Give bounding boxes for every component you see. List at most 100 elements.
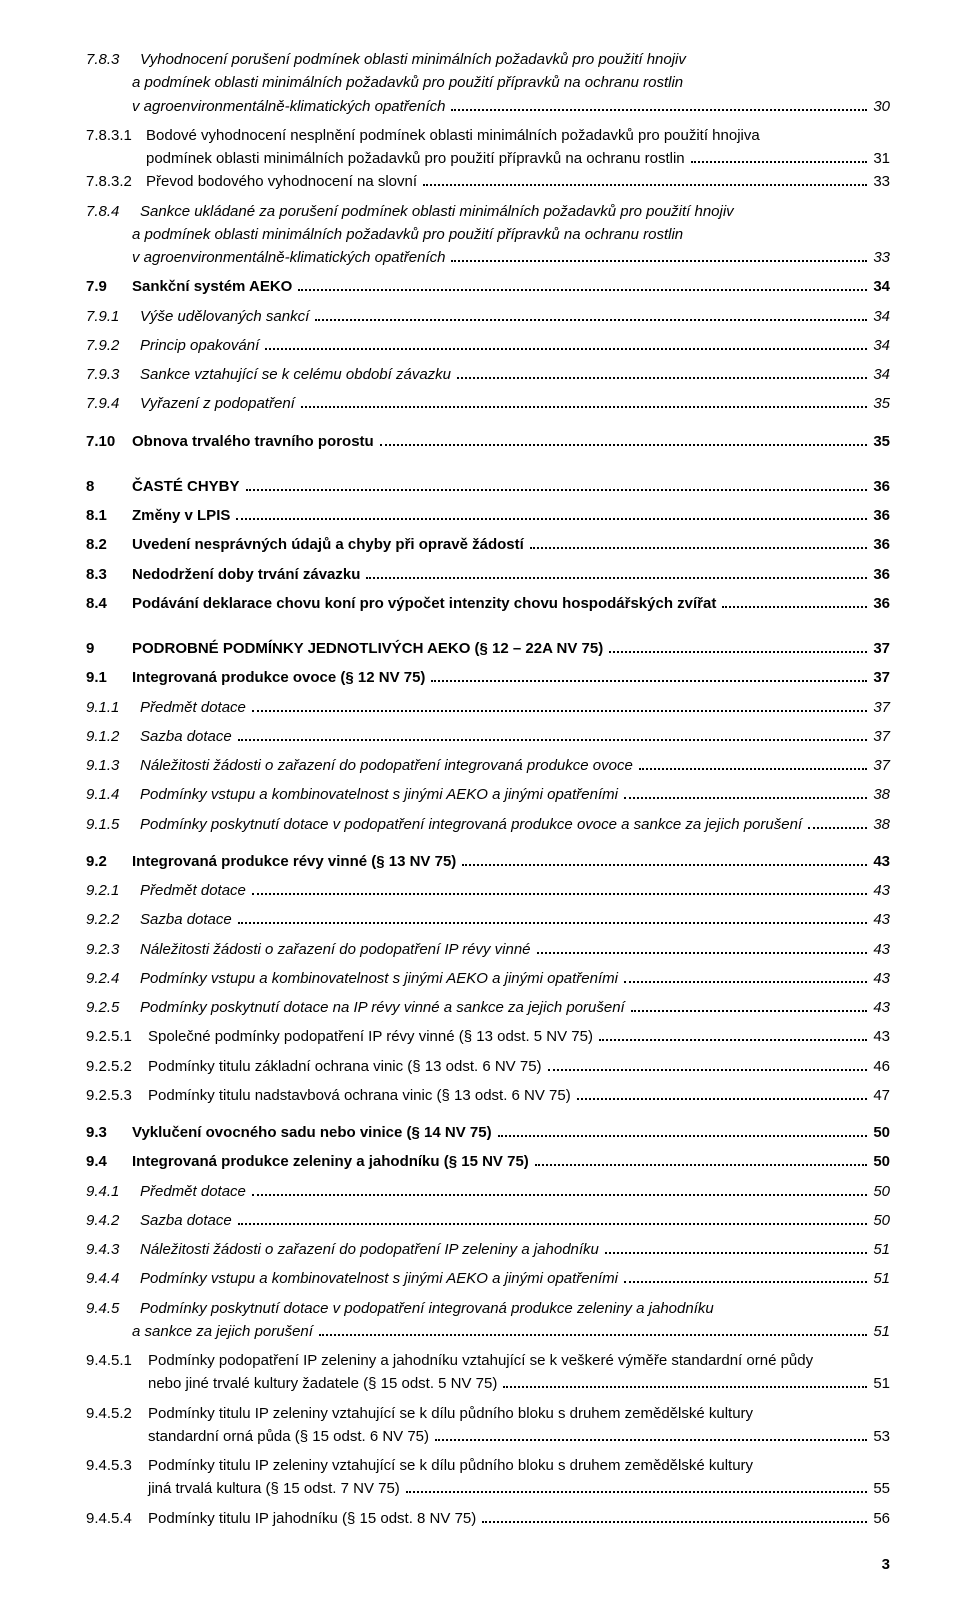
toc-number: 9.2.2 [86,908,140,931]
toc-page-number: 43 [873,967,890,990]
toc-number: 9.3 [86,1121,132,1144]
dot-leader [301,394,867,408]
toc-title: Podmínky vstupu a kombinovatelnost s jin… [140,1270,618,1287]
dot-leader [639,756,868,770]
toc-page-number: 43 [873,938,890,961]
toc-label: 9.3Vyklučení ovocného sadu nebo vinice (… [86,1121,492,1144]
toc-label: 9.1.1Předmět dotace [86,696,246,719]
toc-title: Nedodržení doby trvání závazku [132,566,360,583]
toc-number: 8.1 [86,504,132,527]
dot-leader [498,1123,868,1137]
toc-title: Podmínky titulu základní ochrana vinic (… [148,1058,542,1075]
toc-entry: 8.4Podávání deklarace chovu koní pro výp… [86,592,890,615]
toc-number: 8.2 [86,533,132,556]
dot-leader [535,1152,868,1166]
toc-label: 9.4.2Sazba dotace [86,1209,232,1232]
toc-title: Sankční systém AEKO [132,278,292,295]
toc-label: 9.4.3Náležitosti žádosti o zařazení do p… [86,1238,599,1261]
toc-entry: 9.2.2Sazba dotace43 [86,908,890,931]
toc-entry: 9.2.5.2Podmínky titulu základní ochrana … [86,1055,890,1078]
toc-number: 7.8.4 [86,200,140,223]
dot-leader [315,307,867,321]
toc-title: a sankce za jejich porušení [132,1323,313,1340]
toc-title: Bodové vyhodnocení nesplnění podmínek ob… [146,127,760,144]
toc-label: a podmínek oblasti minimálních požadavků… [86,71,683,94]
toc-label: 7.8.4Sankce ukládané za porušení podmíne… [86,200,734,223]
toc-title: Předmět dotace [140,699,246,716]
toc-page-number: 36 [873,504,890,527]
toc-number: 8.4 [86,592,132,615]
toc-entry: standardní orná půda (§ 15 odst. 6 NV 75… [86,1425,890,1448]
toc-entry: 9.4.5.3Podmínky titulu IP zeleniny vztah… [86,1454,890,1477]
toc-page-number: 36 [873,563,890,586]
toc-label: 9.1.4Podmínky vstupu a kombinovatelnost … [86,783,618,806]
toc-entry: 9.1.2Sazba dotace37 [86,725,890,748]
toc-number: 9.4.5.1 [86,1349,148,1372]
toc-number: 7.8.3.1 [86,124,146,147]
toc-number: 8.3 [86,563,132,586]
toc-label: 9.4.5Podmínky poskytnutí dotace v podopa… [86,1297,714,1320]
toc-title: Změny v LPIS [132,507,230,524]
toc-title: nebo jiné trvalé kultury žadatele (§ 15 … [148,1375,497,1392]
toc-number: 9.1.5 [86,813,140,836]
dot-leader [238,910,868,924]
toc-entry: jiná trvalá kultura (§ 15 odst. 7 NV 75)… [86,1477,890,1500]
toc-number: 7.9.3 [86,363,140,386]
toc-label: 9.1.2Sazba dotace [86,725,232,748]
toc-title: a podmínek oblasti minimálních požadavků… [132,74,683,91]
toc-entry: 9.3Vyklučení ovocného sadu nebo vinice (… [86,1121,890,1144]
dot-leader [722,594,867,608]
toc-label: podmínek oblasti minimálních požadavků p… [86,147,685,170]
toc-page-number: 31 [873,147,890,170]
toc-page-number: 51 [873,1372,890,1395]
toc-label: 9.4.1Předmět dotace [86,1180,246,1203]
toc-entry: 9.2.5.3Podmínky titulu nadstavbová ochra… [86,1084,890,1107]
toc-entry: 9.2.3Náležitosti žádosti o zařazení do p… [86,938,890,961]
toc-title: v agroenvironmentálně-klimatických opatř… [132,249,445,266]
toc-entry: 8.1Změny v LPIS 36 [86,504,890,527]
toc-page-number: 47 [873,1084,890,1107]
toc-number: 9.4.5.2 [86,1402,148,1425]
toc-page-number: 37 [873,754,890,777]
toc-title: jiná trvalá kultura (§ 15 odst. 7 NV 75) [148,1480,400,1497]
toc-entry: 9.1.1Předmět dotace37 [86,696,890,719]
toc-entry: a podmínek oblasti minimálních požadavků… [86,223,890,246]
toc-title: Sazba dotace [140,728,232,745]
toc-page-number: 38 [873,783,890,806]
toc-title: Podmínky titulu nadstavbová ochrana vini… [148,1087,571,1104]
toc-page-number: 43 [873,908,890,931]
toc-label: jiná trvalá kultura (§ 15 odst. 7 NV 75) [86,1477,400,1500]
dot-leader [451,248,867,262]
toc-entry: 9.4.5.1Podmínky podopatření IP zeleniny … [86,1349,890,1372]
toc-title: Náležitosti žádosti o zařazení do podopa… [140,757,633,774]
toc-number: 7.8.3.2 [86,170,146,193]
toc-entry: 9.4Integrovaná produkce zeleniny a jahod… [86,1150,890,1173]
toc-number: 9.1.3 [86,754,140,777]
dot-leader [252,698,867,712]
toc-number: 9.1.1 [86,696,140,719]
dot-leader [431,668,867,682]
toc-label: 7.9.2Princip opakování [86,334,259,357]
toc-page-number: 50 [873,1209,890,1232]
toc-entry: 9.4.5.2Podmínky titulu IP zeleniny vztah… [86,1402,890,1425]
toc-label: 9.2.1Předmět dotace [86,879,246,902]
toc-title: Podávání deklarace chovu koní pro výpoče… [132,595,716,612]
dot-leader [451,97,867,111]
toc-page: 7.8.3Vyhodnocení porušení podmínek oblas… [0,0,960,1613]
toc-entry: 7.8.3.2Převod bodového vyhodnocení na sl… [86,170,890,193]
toc-title: Náležitosti žádosti o zařazení do podopa… [140,941,531,958]
toc-title: Uvedení nesprávných údajů a chyby při op… [132,536,524,553]
toc-entry: 7.9.3Sankce vztahující se k celému obdob… [86,363,890,386]
toc-number: 9.4.5 [86,1297,140,1320]
toc-title: Podmínky poskytnutí dotace na IP révy vi… [140,999,625,1016]
toc-label: 7.9.1Výše udělovaných sankcí [86,305,309,328]
toc-page-number: 53 [873,1425,890,1448]
toc-number: 9.1.2 [86,725,140,748]
spacer [86,836,890,850]
dot-leader [605,1240,867,1254]
toc-page-number: 50 [873,1150,890,1173]
dot-leader [631,998,868,1012]
toc-number: 9.4.5.4 [86,1507,148,1530]
toc-title: Podmínky poskytnutí dotace v podopatření… [140,1300,714,1317]
toc-number: 9.2.5 [86,996,140,1019]
